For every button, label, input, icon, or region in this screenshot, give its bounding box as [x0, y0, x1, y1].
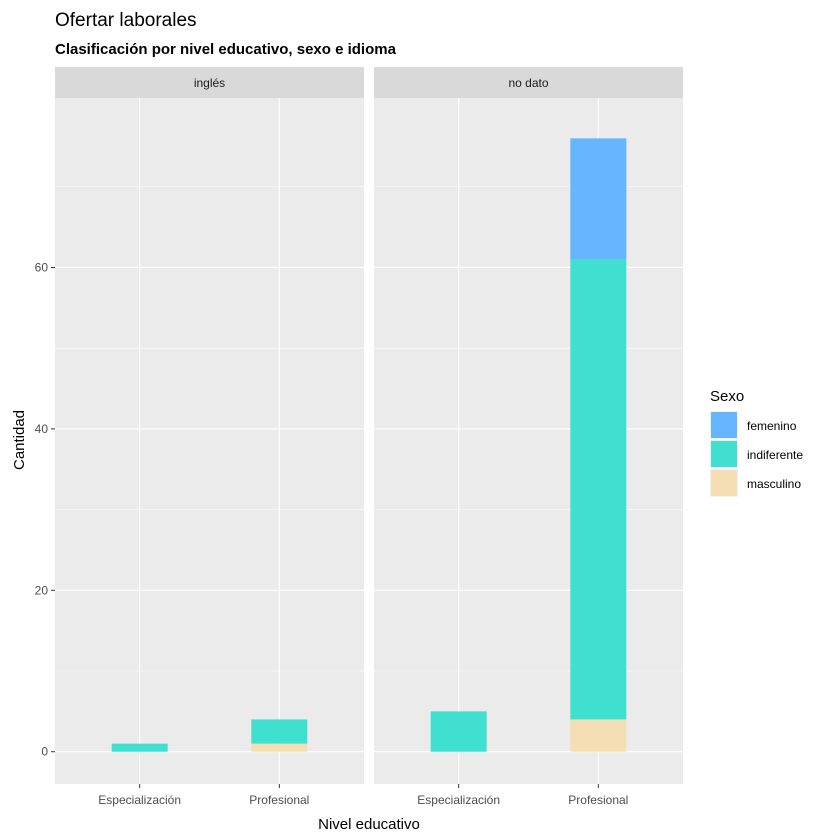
y-tick-label: 60 [35, 260, 49, 274]
legend-label: masculino [747, 477, 801, 491]
bar-segment-masculino [251, 743, 308, 752]
legend-label: indiferente [747, 448, 803, 462]
x-tick-label: Especialización [98, 793, 181, 807]
bar-segment-indiferente [111, 743, 168, 752]
bar-segment-indiferente [251, 719, 308, 744]
legend-swatch-masculino [711, 470, 737, 496]
bar-segment-indiferente [570, 259, 627, 720]
y-axis-title: Cantidad [11, 410, 28, 470]
y-tick-label: 20 [35, 583, 49, 597]
chart-title: Ofertar laborales [55, 10, 197, 31]
facet-panel: inglés Especialización Profesional 0 20 40 60 [35, 67, 364, 807]
panel-background [55, 98, 364, 784]
x-tick-label: Profesional [568, 793, 628, 807]
x-tick-label: Profesional [249, 793, 309, 807]
y-tick-label: 0 [41, 745, 48, 759]
y-tick-label: 40 [35, 422, 49, 436]
facet-strip-label: no dato [508, 76, 548, 90]
legend-swatch-femenino [711, 412, 737, 438]
legend-title: Sexo [710, 388, 744, 405]
panel-background [374, 98, 683, 784]
facet-strip-label: inglés [194, 76, 225, 90]
bar-segment-femenino [570, 138, 627, 260]
chart-subtitle: Clasificación por nivel educativo, sexo … [55, 41, 397, 58]
legend: Sexo femenino indiferente masculino [710, 388, 803, 497]
legend-swatch-indiferente [711, 441, 737, 467]
facet-panel: no dato Especialización Profesional [374, 67, 683, 807]
x-tick-label: Especialización [417, 793, 500, 807]
facet-strip [374, 67, 683, 98]
legend-label: femenino [747, 419, 797, 433]
x-axis-title: Nivel educativo [318, 816, 420, 833]
bar-segment-masculino [570, 719, 627, 752]
bar-segment-indiferente [430, 711, 487, 752]
facet-strip [55, 67, 364, 98]
